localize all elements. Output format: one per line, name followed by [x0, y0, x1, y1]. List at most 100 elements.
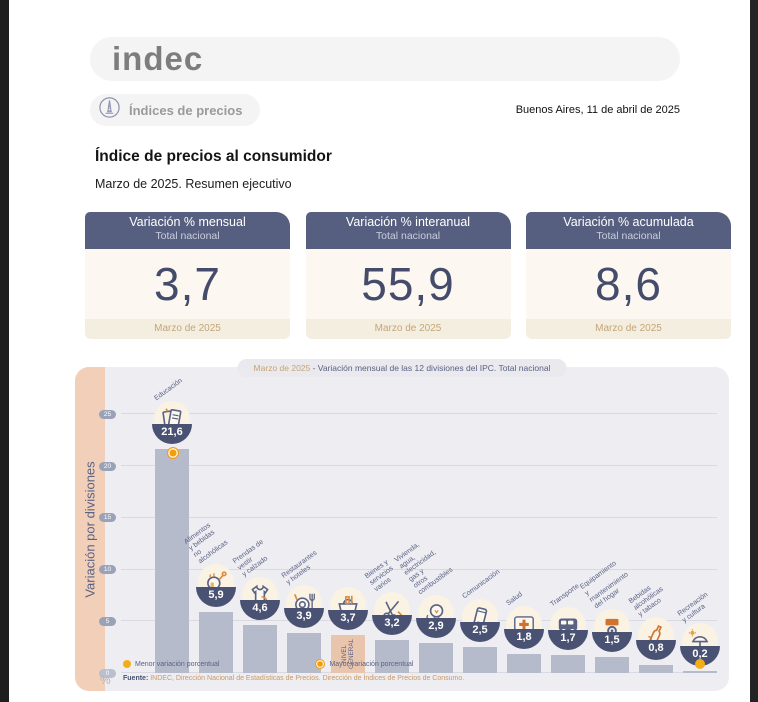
icon-badge-group: 2,5 — [460, 599, 500, 643]
gridline-15 — [121, 516, 717, 518]
bar-column-alimentos-y-bebidas-no-alcoholicas: 5,9 Alimentos y bebidas no alcohólicas — [183, 367, 238, 691]
card-subtitle: Total nacional — [375, 230, 441, 242]
card-value: 55,9 — [361, 258, 455, 310]
bar-column-educacion: 21,6 Educación — [150, 367, 194, 691]
value-badge-educacion: 21,6 — [152, 424, 192, 445]
left-frame-edge — [0, 0, 9, 702]
svg-text:$: $ — [108, 104, 112, 110]
bar-restaurantes-y-hoteles — [287, 632, 321, 673]
y-tick-5: 5 — [99, 616, 116, 626]
bar-salud — [507, 654, 541, 673]
card-monthly-variation: Variación % mensual Total nacional 3,7 M… — [85, 212, 290, 339]
bar-comunicacion — [463, 647, 497, 673]
logo-banner: indec — [90, 37, 680, 81]
icon-badge-group: 4,6 — [240, 577, 280, 621]
legend-max-variation: Mayor variación porcentual — [315, 659, 413, 669]
card-subtitle: Total nacional — [596, 230, 661, 242]
card-period: Marzo de 2025 — [305, 319, 511, 339]
max-variation-dot-icon — [315, 659, 326, 669]
bar-column-prendas-de-vestir-y-calzado: 4,6 Prendas de vestir y calzado — [232, 367, 282, 691]
icon-badge-group: 1,7 — [548, 607, 588, 651]
plot-area: 0 5 10 15 20 25 21,6 Educación 5,9 Alimentos y be… — [75, 367, 729, 691]
icon-badge-group: 3,7 — [328, 586, 368, 630]
icon-badge-group: 2,9 — [416, 595, 456, 638]
value-badge-bienes-y-servicios-varios: 3,2 — [372, 614, 412, 635]
bar-column-transporte: 1,7 Transporte — [546, 367, 590, 691]
category-label-educacion: Educación — [153, 377, 184, 403]
card-accumulated-variation: Variación % acumulada Total nacional 8,6… — [526, 212, 731, 339]
bar-recreacion-y-cultura — [683, 670, 717, 673]
bar-column-bienes-y-servicios-varios: 3,2 Bienes y servicios varios — [364, 367, 414, 691]
card-title: Variación % interanual — [345, 215, 471, 229]
page-title: Índice de precios al consumidor — [95, 148, 332, 165]
category-label-transporte: Transporte — [549, 583, 581, 609]
chart-legend: Menor variación porcentual Mayor variaci… — [123, 659, 509, 669]
icon-badge-group: 3,9 — [284, 584, 324, 628]
gridline-20 — [121, 465, 717, 466]
bar-column-vivienda-agua-electricidad-gas-y-otros-combustibles: 2,9 Vivienda, agua, electricidad, gas y o… — [394, 367, 458, 691]
category-label-recreacion-y-cultura: Recreación y cultura — [676, 591, 710, 625]
value-badge-restaurantes-y-hoteles: 3,9 — [284, 607, 324, 628]
y-axis-band: Variación por divisiones — [75, 367, 105, 691]
bar-column-bebidas-alcoholicas-y-tabaco: 0,8 Bebidas alcohólicas y tabaco — [628, 367, 678, 691]
bar-alimentos-y-bebidas-no-alcoholicas — [199, 611, 233, 673]
card-value: 8,6 — [595, 258, 662, 310]
y-tick-15: 15 — [99, 513, 116, 523]
y-tick-20: 20 — [99, 461, 116, 471]
right-frame-edge — [750, 0, 758, 702]
page-subtitle: Marzo de 2025. Resumen ejecutivo — [95, 177, 292, 191]
max-variation-marker-icon — [167, 447, 179, 460]
bar-bienes-y-servicios-varios — [375, 639, 409, 673]
icon-badge-group: 0,2 — [680, 622, 720, 666]
price-index-badge: $ Índices de precios — [90, 94, 261, 126]
category-label-comunicacion: Comunicación — [461, 568, 502, 601]
icon-badge-group: 21,6 — [152, 401, 192, 445]
bar-column-restaurantes-y-hoteles: 3,9 Restaurantes y hoteles — [280, 367, 326, 691]
bar-nivel-general: NIVEL GENERAL — [331, 634, 365, 673]
card-subtitle: Total nacional — [155, 230, 220, 242]
bar-column-salud: 1,8 Salud — [502, 367, 546, 691]
y-tick-10: 10 — [99, 565, 116, 574]
icon-badge-group: 0,8 — [636, 616, 676, 660]
bar-column-equipamiento-y-mantenimiento-del-hogar: 1,5 Equipamiento y mantenimiento del hoga… — [579, 367, 634, 691]
source-note: Fuente: INDEC, Dirección Nacional de Est… — [123, 675, 465, 682]
bar-column-nivel-general: NIVEL GENERAL 3,7 — [326, 367, 370, 691]
value-badge-equipamiento-y-mantenimiento-del-hogar: 1,5 — [592, 632, 632, 653]
icon-badge-group: 1,5 — [592, 609, 632, 653]
category-label-prendas-de-vestir-y-calzado: Prendas de vestir y calzado — [231, 538, 270, 579]
card-yearly-variation: Variación % interanual Total nacional 55… — [305, 212, 511, 339]
ipc-divisions-chart: Marzo de 2025 - Variación mensual de las… — [75, 359, 729, 691]
min-variation-dot-icon — [123, 660, 131, 668]
gridline-25 — [121, 413, 717, 415]
card-value: 3,7 — [154, 258, 221, 310]
price-index-icon: $ — [98, 96, 121, 124]
value-badge-prendas-de-vestir-y-calzado: 4,6 — [240, 600, 280, 621]
gridline-10 — [121, 568, 717, 570]
summary-cards: Variación % mensual Total nacional 3,7 M… — [85, 212, 731, 339]
value-badge-alimentos-y-bebidas-no-alcoholicas: 5,9 — [196, 586, 236, 607]
icon-badge-group: 3,2 — [372, 591, 412, 635]
min-variation-marker-icon — [695, 658, 705, 669]
chart-title: Marzo de 2025 - Variación mensual de las… — [237, 359, 567, 377]
value-badge-vivienda-agua-electricidad-gas-y-otros-combustibles: 2,9 — [416, 618, 456, 638]
y-tick-25: 25 — [99, 409, 116, 419]
value-badge-recreacion-y-cultura: 0,2 — [680, 645, 720, 666]
bar-bebidas-alcoholicas-y-tabaco — [639, 664, 673, 673]
card-title: Variación % mensual — [129, 215, 246, 229]
value-badge-salud: 1,8 — [504, 629, 544, 650]
bar-prendas-de-vestir-y-calzado — [243, 625, 277, 673]
value-badge-bebidas-alcoholicas-y-tabaco: 0,8 — [636, 639, 676, 660]
place-date: Buenos Aires, 11 de abril de 2025 — [515, 104, 680, 116]
bar-column-comunicacion: 2,5 Comunicación — [458, 367, 502, 691]
value-badge-transporte: 1,7 — [548, 630, 588, 651]
bar-column-recreacion-y-cultura: 0,2 Recreación y cultura — [676, 367, 722, 691]
category-label-restaurantes-y-hoteles: Restaurantes y hoteles — [280, 549, 319, 586]
indec-logo: indec — [112, 40, 204, 77]
bar-equipamiento-y-mantenimiento-del-hogar — [595, 657, 629, 673]
price-index-badge-label: Índices de precios — [129, 102, 243, 118]
unit-label: % — [100, 673, 111, 687]
bar-vivienda-agua-electricidad-gas-y-otros-combustibles — [419, 643, 453, 673]
bar-transporte — [551, 655, 585, 673]
card-period: Marzo de 2025 — [526, 319, 731, 339]
